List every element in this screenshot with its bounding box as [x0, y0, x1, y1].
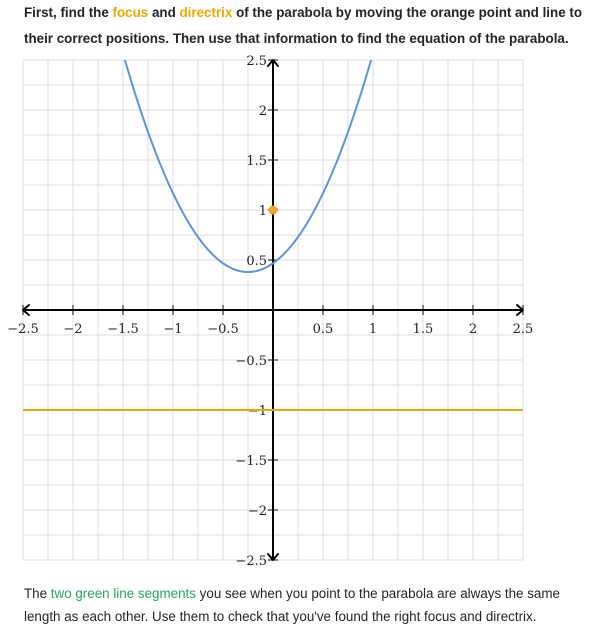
coordinate-graph[interactable]: −2.5 −2 −1.5 −1 −0.5 0.5 1 1.5 2 2.5 2.5 2 1.5 1 0.5 −0… [0, 48, 613, 568]
instructions-line-1: First, find the focus and directrix of t… [24, 5, 583, 20]
y-tick-label: 1.5 [246, 154, 267, 169]
footer-text: The two green line segments you see when… [24, 582, 609, 628]
x-tick-label: −2 [63, 322, 82, 337]
footer-line-2: length as each other. Use them to check … [24, 609, 537, 624]
focus-keyword: focus [112, 5, 149, 20]
x-tick-label: 0.5 [313, 322, 334, 337]
x-tick-label: −1 [163, 322, 182, 337]
footer-line-1: The two green line segments you see when… [24, 586, 560, 601]
x-tick-label: 1.5 [413, 322, 434, 337]
instructions-text: First, find the focus and directrix of t… [24, 0, 613, 52]
green-segments-link: two green line segments [50, 586, 196, 601]
x-tick-label: 1 [369, 322, 377, 337]
x-tick-label: 2.5 [513, 322, 534, 337]
y-tick-label: −1.5 [235, 454, 267, 469]
y-tick-label: −1 [248, 404, 267, 419]
y-tick-label: 2 [259, 104, 267, 119]
y-tick-label: 1 [259, 204, 267, 219]
x-tick-label: −0.5 [207, 322, 239, 337]
instructions-line-2: their correct positions. Then use that i… [24, 31, 569, 46]
y-tick-label: 2.5 [246, 54, 267, 69]
tick-marks [22, 59, 524, 561]
focus-point[interactable] [268, 205, 278, 215]
y-tick-label: −0.5 [235, 354, 267, 369]
y-tick-label: 0.5 [246, 254, 267, 269]
x-tick-label: −2.5 [7, 322, 39, 337]
directrix-keyword: directrix [179, 5, 233, 20]
tick-labels: −2.5 −2 −1.5 −1 −0.5 0.5 1 1.5 2 2.5 2.5 2 1.5 1 0.5 −0… [7, 54, 533, 568]
axes [22, 59, 524, 561]
parabola-curve[interactable] [123, 59, 373, 274]
x-tick-label: 2 [469, 322, 477, 337]
y-tick-label: −2.5 [235, 554, 267, 568]
x-tick-label: −1.5 [107, 322, 139, 337]
y-tick-label: −2 [248, 504, 267, 519]
